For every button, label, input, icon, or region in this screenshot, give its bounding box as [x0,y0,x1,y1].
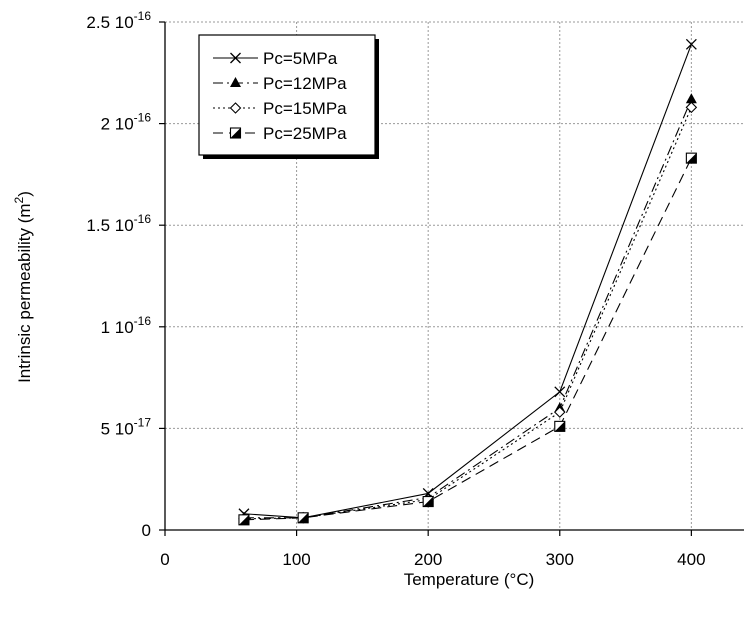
x-tick-label: 400 [677,550,705,569]
y-axis-label-sup: 2 [12,196,26,203]
data-point-s1-4 [554,386,566,398]
axes [159,21,744,536]
legend-marker-1 [230,52,241,64]
x-axis-label: Temperature (°C) [404,570,535,589]
legend-label-1: Pc=5MPa [263,49,338,68]
data-point-s4-5 [685,152,697,164]
tick-labels: 0 100 200 300 400 0 5 10-17 1 10-16 1.5 10-16 2 1… [86,9,705,569]
x-tick-label: 0 [160,550,169,569]
y-axis-label: Intrinsic permeability (m2) [12,191,34,383]
data-point-s4-4 [554,420,566,432]
y-tick-label: 2 10-16 [101,111,152,134]
y-axis-label-main: Intrinsic permeability (m [15,203,34,383]
y-tick-label: 2.5 10-16 [86,9,151,32]
x-tick-label: 300 [546,550,574,569]
y-tick-label: 1.5 10-16 [86,212,151,235]
data-point-s4-2 [297,512,309,524]
legend-label-2: Pc=12MPa [263,74,347,93]
legend: Pc=5MPa Pc=12MPa Pc=15MPa Pc=25MPa [198,34,379,159]
series-layer [238,38,698,526]
legend-label-4: Pc=25MPa [263,124,347,143]
data-point-s3-5 [685,101,698,114]
data-point-s3-4 [553,406,566,418]
data-point-s4-3 [422,496,434,508]
x-tick-label: 200 [414,550,442,569]
y-axis-label-close: ) [15,191,34,197]
legend-marker-3 [229,102,242,114]
x-tick-label: 100 [282,550,310,569]
legend-label-3: Pc=15MPa [263,99,347,118]
legend-marker-2 [230,77,241,87]
y-tick-label: 0 [142,521,151,540]
legend-box [198,34,376,156]
y-tick-label: 1 10-16 [101,314,152,337]
data-point-s1-5 [685,38,697,50]
legend-marker-4 [229,127,242,139]
data-point-s2-5 [685,93,697,104]
y-tick-label: 5 10-17 [101,415,152,438]
data-point-s4-1 [238,514,250,526]
